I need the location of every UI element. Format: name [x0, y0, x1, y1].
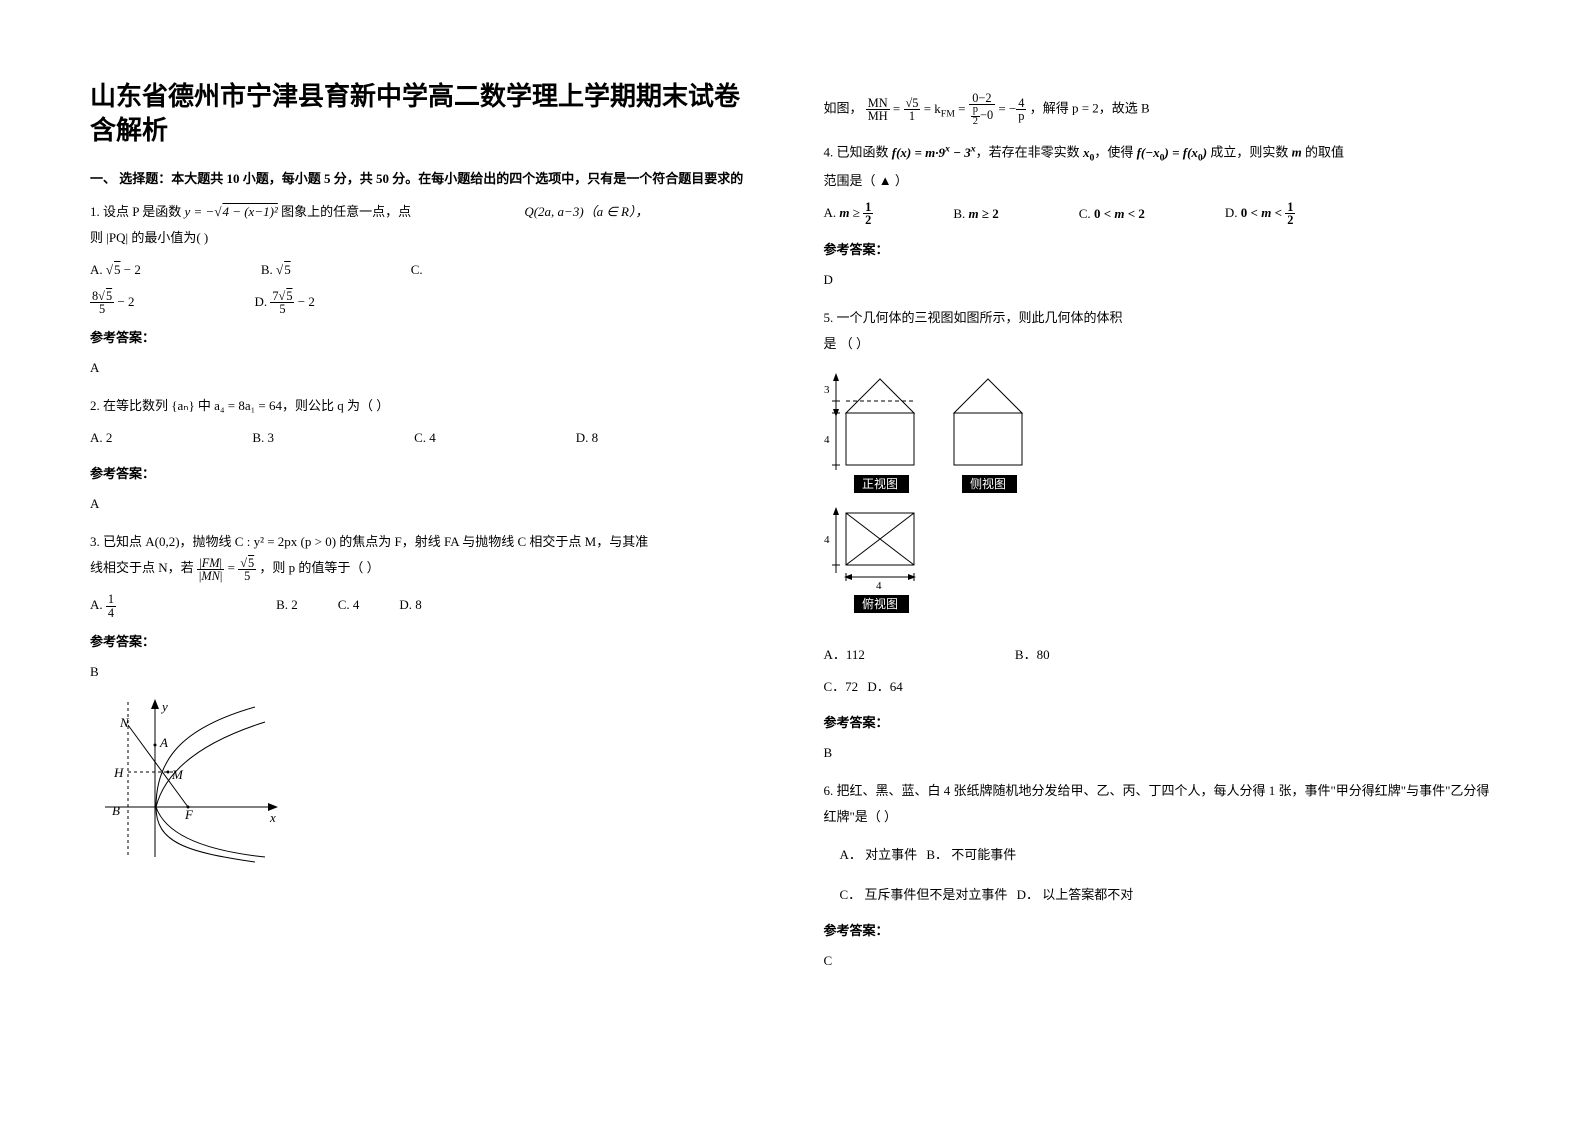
q3-sol-formula: MNMH = √51 = kFM = 0−2p2−0 = −4p	[866, 101, 1027, 116]
axis-y-label: y	[160, 699, 168, 714]
axis-x-label: x	[269, 810, 276, 825]
question-2: 2. 在等比数列 {aₙ} 中 a₄ = 8a₁ = 64，则公比 q 为（ ）…	[90, 393, 764, 517]
dim-4b: 4	[824, 534, 830, 546]
q2-answer: A	[90, 491, 764, 517]
q1-line2: 则 |PQ| 的最小值为( )	[90, 230, 208, 245]
question-1: 1. 设点 P 是函数 y = −√4 − (x−1)² 图象上的任意一点，点 …	[90, 199, 764, 382]
q1-option-c: C.	[411, 257, 423, 283]
dim-4c: 4	[876, 580, 882, 592]
q5-options-row2: C．72 D．64	[824, 674, 1498, 700]
q2-answer-label: 参考答案：	[90, 461, 764, 487]
q1-option-d: D. 7√55 − 2	[254, 289, 314, 316]
right-column: 如图， MNMH = √51 = kFM = 0−2p2−0 = −4p ，解得…	[824, 80, 1498, 986]
question-5: 5. 一个几何体的三视图如图所示，则此几何体的体积 是 （ ） 3 4	[824, 305, 1498, 766]
q4-option-c: C. 0 < m < 2	[1079, 201, 1145, 227]
q3-parabola-diagram: y x N A H M B	[90, 697, 764, 876]
q3-option-d: D. 8	[399, 592, 421, 619]
q2-option-a: A. 2	[90, 425, 112, 451]
q3-solution: 如图， MNMH = √51 = kFM = 0−2p2−0 = −4p ，解得…	[824, 92, 1498, 127]
q4-option-b: B. m ≥ 2	[953, 201, 998, 227]
q2-options: A. 2 B. 3 C. 4 D. 8	[90, 425, 764, 451]
dim-4a: 4	[824, 434, 830, 446]
page-container: 山东省德州市宁津县育新中学高二数学理上学期期末试卷含解析 一、 选择题：本大题共…	[0, 0, 1587, 1026]
q5-options-row1: A．112 B．80	[824, 642, 1498, 668]
q4-option-a: A. m ≥ 12	[824, 200, 874, 227]
q4-prefix: 4. 已知函数 f(x) = m·9x − 3x，若存在非零实数 x0，使得 f…	[824, 145, 1345, 160]
q6-option-d: D． 以上答案都不对	[1017, 887, 1134, 902]
q1-answer-label: 参考答案：	[90, 325, 764, 351]
q5-answer: B	[824, 740, 1498, 766]
q4-options: A. m ≥ 12 B. m ≥ 2 C. 0 < m < 2 D. 0 < m…	[824, 200, 1498, 227]
q3-line2-pre: 线相交于点 N，若	[90, 560, 197, 575]
q3-line2-post: ，则 p 的值等于（ ）	[259, 560, 379, 575]
point-N: N	[119, 715, 130, 730]
left-column: 山东省德州市宁津县育新中学高二数学理上学期期末试卷含解析 一、 选择题：本大题共…	[90, 80, 764, 986]
front-view-label: 正视图	[862, 476, 898, 491]
document-title: 山东省德州市宁津县育新中学高二数学理上学期期末试卷含解析	[90, 80, 764, 148]
q3-option-a: A. 14	[90, 592, 116, 619]
q3-prefix: 3. 已知点 A(0,2)，抛物线 C : y² = 2px (p > 0) 的…	[90, 534, 648, 549]
question-3: 3. 已知点 A(0,2)，抛物线 C : y² = 2px (p > 0) 的…	[90, 529, 764, 876]
q1-answer: A	[90, 355, 764, 381]
point-H: H	[113, 765, 124, 780]
q1-option-b: B. √5	[261, 257, 291, 283]
q6-prefix: 6. 把红、黑、蓝、白 4 张纸牌随机地分发给甲、乙、丙、丁四个人，每人分得 1…	[824, 783, 1490, 824]
q6-option-a: A． 对立事件	[840, 847, 918, 862]
question-6: 6. 把红、黑、蓝、白 4 张纸牌随机地分发给甲、乙、丙、丁四个人，每人分得 1…	[824, 778, 1498, 974]
q3-ratio: |FM||MN| = √55	[197, 560, 256, 575]
q6-answer: C	[824, 948, 1498, 974]
q1-mid: 图象上的任意一点，点	[281, 204, 411, 219]
q2-option-c: C. 4	[414, 425, 436, 451]
q5-option-a: A．112	[824, 642, 865, 668]
q3-option-c: C. 4	[338, 592, 360, 619]
q1-prefix: 1. 设点 P 是函数	[90, 204, 181, 219]
q5-three-views-diagram: 3 4 正视图 侧视图 4	[824, 365, 1498, 634]
point-B: B	[112, 803, 120, 818]
q3-sol-pre: 如图，	[824, 101, 863, 116]
q5-prefix: 5. 一个几何体的三视图如图所示，则此几何体的体积	[824, 310, 1123, 325]
q5-answer-label: 参考答案：	[824, 710, 1498, 736]
q6-answer-label: 参考答案：	[824, 918, 1498, 944]
side-view-label: 侧视图	[970, 476, 1006, 491]
q4-answer-label: 参考答案：	[824, 237, 1498, 263]
q1-option-a: A. √5 − 2	[90, 257, 141, 283]
q3-answer-label: 参考答案：	[90, 629, 764, 655]
q3-option-b: B. 2	[276, 592, 298, 619]
q5-option-c: C．72	[824, 679, 859, 694]
top-view-label: 俯视图	[862, 596, 898, 611]
q2-option-d: D. 8	[576, 425, 598, 451]
q2-prefix: 2. 在等比数列 {aₙ} 中 a₄ = 8a₁ = 64，则公比 q 为（ ）	[90, 398, 389, 413]
q5-option-d: D．64	[867, 679, 902, 694]
q1-formula: y = −√4 − (x−1)²	[185, 204, 278, 219]
q1-option-c2: 8√55 − 2	[90, 289, 134, 316]
q6-options-row2: C． 互斥事件但不是对立事件 D． 以上答案都不对	[840, 882, 1498, 908]
q3-answer: B	[90, 659, 764, 685]
q6-option-b: B． 不可能事件	[926, 847, 1016, 862]
q1-options-row1: A. √5 − 2 B. √5 C.	[90, 257, 764, 283]
point-F: F	[184, 807, 194, 822]
q1-pointQ: Q(2a, a−3)（a ∈ R），	[524, 204, 648, 219]
q3-sol-post: ，解得 p = 2，故选 B	[1030, 101, 1150, 116]
q1-options-row2: 8√55 − 2 D. 7√55 − 2	[90, 289, 764, 316]
section-heading: 一、 选择题：本大题共 10 小题，每小题 5 分，共 50 分。在每小题给出的…	[90, 168, 764, 187]
q3-options: A. 14 B. 2 C. 4 D. 8	[90, 592, 764, 619]
q4-answer: D	[824, 267, 1498, 293]
dim-3: 3	[824, 384, 830, 396]
question-4: 4. 已知函数 f(x) = m·9x − 3x，若存在非零实数 x0，使得 f…	[824, 139, 1498, 292]
q2-option-b: B. 3	[252, 425, 274, 451]
q5-line2: 是 （ ）	[824, 336, 870, 351]
q6-option-c: C． 互斥事件但不是对立事件	[840, 887, 1008, 902]
q4-option-d: D. 0 < m < 12	[1225, 200, 1296, 227]
q4-line2: 范围是（ ▲ ）	[824, 173, 908, 188]
point-A: A	[159, 735, 168, 750]
q6-options-row1: A． 对立事件 B． 不可能事件	[840, 842, 1498, 868]
q5-option-b: B．80	[1015, 642, 1050, 668]
point-M: M	[171, 767, 184, 782]
